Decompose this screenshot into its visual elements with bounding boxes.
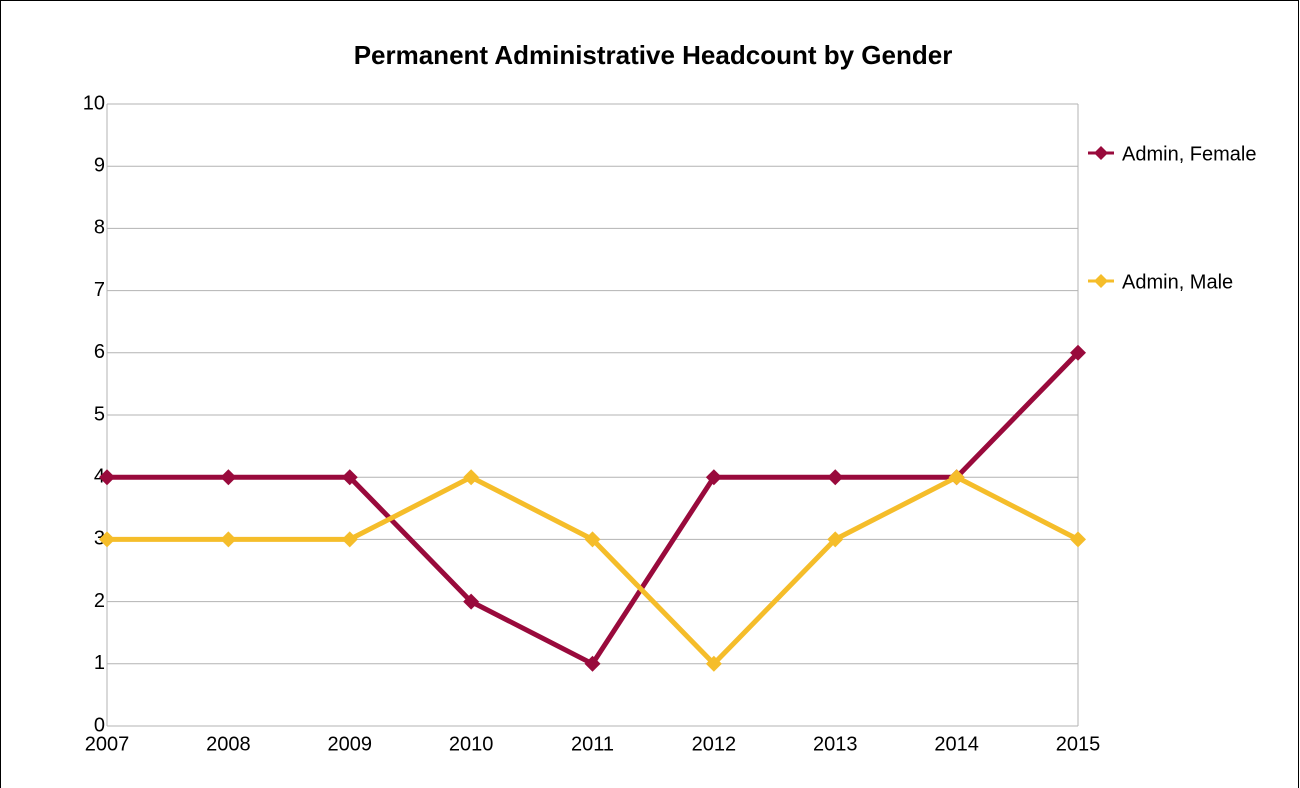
x-tick-label: 2007 [85,733,130,755]
x-tick-label: 2009 [328,733,373,755]
legend-marker [1094,146,1108,160]
y-tick-label: 10 [83,92,105,114]
y-tick-label: 2 [94,590,105,612]
point-marker [99,469,115,486]
series-line [107,474,1080,667]
chart-title: Permanent Administrative Headcount by Ge… [354,40,953,70]
y-tick-label: 4 [94,465,105,487]
point-marker [827,531,844,548]
x-tick-label: 2014 [934,733,979,755]
point-marker [705,655,722,672]
point-marker [220,531,237,548]
point-marker [463,593,480,610]
x-tick-label: 2013 [813,733,858,755]
x-tick-label: 2011 [571,733,614,755]
legend-label: Admin, Male [1122,271,1233,293]
y-tick-label: 6 [94,341,105,363]
point-marker [463,469,480,486]
x-tick-label: 2012 [692,733,737,755]
point-marker [1070,531,1086,548]
y-tick-label: 8 [94,217,105,239]
y-tick-label: 7 [94,279,105,301]
point-marker [341,469,358,486]
point-marker [948,469,965,486]
point-marker [99,531,115,548]
legend-label: Admin, Female [1122,143,1257,165]
point-marker [705,469,722,486]
y-tick-label: 0 [94,714,105,736]
point-marker [584,531,601,548]
x-tick-label: 2010 [449,733,494,755]
point-marker [584,655,601,672]
point-marker [341,531,358,548]
point-marker [220,469,237,486]
x-tick-label: 2008 [206,733,251,755]
point-marker [827,469,844,486]
y-tick-label: 3 [94,528,105,550]
series-line [107,351,1080,667]
x-tick-label: 2015 [1056,733,1101,755]
legend-marker [1094,274,1108,288]
y-tick-label: 5 [94,403,105,425]
y-tick-label: 9 [94,154,105,176]
point-marker [1070,344,1086,361]
y-tick-label: 1 [94,652,105,674]
